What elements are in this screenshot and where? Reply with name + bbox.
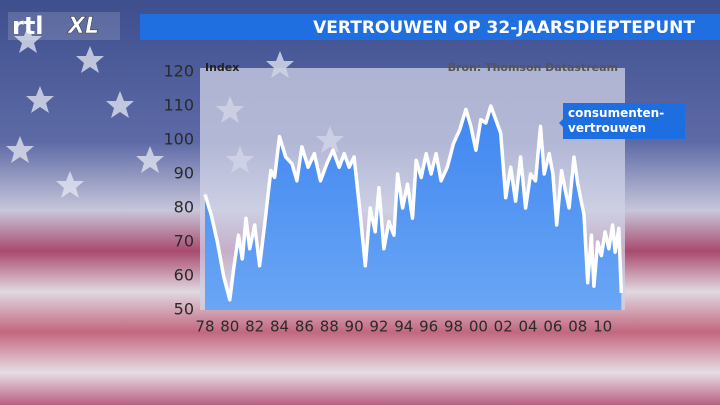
title-bar [140,14,720,40]
x-tick-label: 04 [519,318,538,336]
x-tick-label: 94 [394,318,413,336]
chart-title: VERTROUWEN OP 32-JAARSDIEPTEPUNT [313,18,695,38]
y-tick-label: 50 [174,300,194,319]
x-tick-label: 82 [245,318,264,336]
y-tick-label: 70 [174,232,194,251]
x-tick-label: 96 [419,318,438,336]
x-tick-label: 06 [543,318,562,336]
line [203,104,624,302]
x-tick-label: 98 [444,318,463,336]
x-tick-label: 00 [469,318,488,336]
x-tick-label: 86 [295,318,314,336]
x-tick-label: 88 [320,318,339,336]
x-tick-label: 08 [568,318,587,336]
y-tick-label: 80 [174,198,194,217]
source: Bron: Thomson Datastream [448,61,618,74]
area [205,106,622,310]
x-tick-label: 80 [220,318,239,336]
logo: rtl [12,12,44,40]
y-tick-label: 110 [163,96,194,115]
x-tick-label: 10 [593,318,612,336]
x-tick-label: 78 [195,318,214,336]
y-tick-label: 100 [163,130,194,149]
y-tick-label: 120 [163,62,194,81]
logo-bg [8,12,120,40]
logo: XL [66,14,99,39]
x-tick-label: 84 [270,318,289,336]
x-tick-label: 92 [369,318,388,336]
x-tick-label: 90 [345,318,364,336]
x-tick-label: 02 [494,318,513,336]
y-axis-label: Index [205,61,239,74]
y-tick-label: 60 [174,266,194,285]
y-tick-label: 90 [174,164,194,183]
legend: consumenten-vertrouwen [559,103,685,139]
